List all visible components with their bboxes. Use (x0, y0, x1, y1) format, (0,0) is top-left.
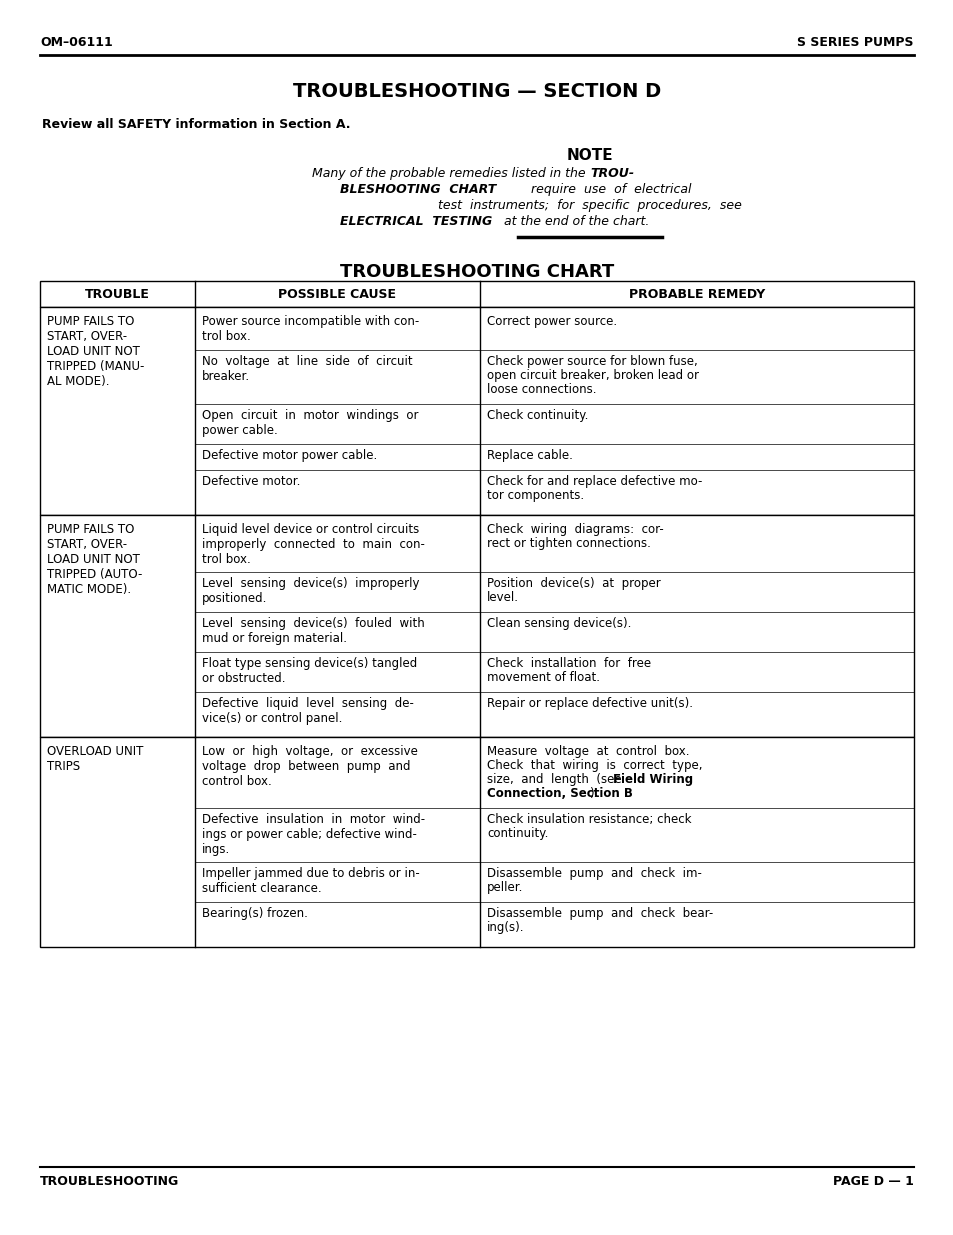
Text: loose connections.: loose connections. (486, 383, 596, 396)
Text: Field Wiring: Field Wiring (613, 773, 693, 785)
Text: Check  wiring  diagrams:  cor-: Check wiring diagrams: cor- (486, 522, 663, 536)
Text: Liquid level device or control circuits
improperly  connected  to  main  con-
tr: Liquid level device or control circuits … (202, 522, 424, 566)
Bar (40, 308, 913, 515)
Text: Low  or  high  voltage,  or  excessive
voltage  drop  between  pump  and
control: Low or high voltage, or excessive voltag… (202, 745, 417, 788)
Text: PUMP FAILS TO
START, OVER-
LOAD UNIT NOT
TRIPPED (AUTO-
MATIC MODE).: PUMP FAILS TO START, OVER- LOAD UNIT NOT… (47, 522, 142, 597)
Text: TROUBLESHOOTING CHART: TROUBLESHOOTING CHART (339, 263, 614, 282)
Text: BLESHOOTING  CHART: BLESHOOTING CHART (339, 183, 496, 196)
Text: Bearing(s) frozen.: Bearing(s) frozen. (202, 906, 308, 920)
Text: at the end of the chart.: at the end of the chart. (499, 215, 649, 228)
Text: Replace cable.: Replace cable. (486, 450, 572, 462)
Text: ).: ). (588, 787, 597, 800)
Text: open circuit breaker, broken lead or: open circuit breaker, broken lead or (486, 369, 699, 382)
Text: NOTE: NOTE (566, 148, 613, 163)
Text: Open  circuit  in  motor  windings  or
power cable.: Open circuit in motor windings or power … (202, 409, 418, 437)
Text: peller.: peller. (486, 881, 523, 894)
Text: TROU-: TROU- (589, 167, 634, 180)
Text: OVERLOAD UNIT
TRIPS: OVERLOAD UNIT TRIPS (47, 745, 143, 773)
Text: movement of float.: movement of float. (486, 671, 599, 684)
Text: tor components.: tor components. (486, 489, 583, 501)
Text: ing(s).: ing(s). (486, 921, 524, 934)
Text: Position  device(s)  at  proper: Position device(s) at proper (486, 577, 660, 590)
Text: Review all SAFETY information in Section A.: Review all SAFETY information in Section… (42, 119, 350, 131)
Text: Check insulation resistance; check: Check insulation resistance; check (486, 813, 691, 826)
Text: PUMP FAILS TO
START, OVER-
LOAD UNIT NOT
TRIPPED (MANU-
AL MODE).: PUMP FAILS TO START, OVER- LOAD UNIT NOT… (47, 315, 144, 388)
Text: Measure  voltage  at  control  box.: Measure voltage at control box. (486, 745, 689, 758)
Text: Float type sensing device(s) tangled
or obstructed.: Float type sensing device(s) tangled or … (202, 657, 416, 685)
Text: Defective  insulation  in  motor  wind-
ings or power cable; defective wind-
ing: Defective insulation in motor wind- ings… (202, 813, 425, 856)
Text: test  instruments;  for  specific  procedures,  see: test instruments; for specific procedure… (437, 199, 741, 212)
Text: TROUBLE: TROUBLE (85, 288, 150, 300)
Bar (40, 515, 913, 737)
Text: TROUBLESHOOTING: TROUBLESHOOTING (40, 1174, 179, 1188)
Text: Repair or replace defective unit(s).: Repair or replace defective unit(s). (486, 697, 692, 710)
Text: Defective motor.: Defective motor. (202, 475, 300, 488)
Text: require  use  of  electrical: require use of electrical (526, 183, 691, 196)
Text: Check continuity.: Check continuity. (486, 409, 588, 422)
Text: Check  installation  for  free: Check installation for free (486, 657, 651, 671)
Text: continuity.: continuity. (486, 827, 548, 840)
Text: OM–06111: OM–06111 (40, 36, 112, 49)
Text: PAGE D — 1: PAGE D — 1 (832, 1174, 913, 1188)
Text: Check  that  wiring  is  correct  type,: Check that wiring is correct type, (486, 760, 701, 772)
Text: Power source incompatible with con-
trol box.: Power source incompatible with con- trol… (202, 315, 418, 343)
Text: Check for and replace defective mo-: Check for and replace defective mo- (486, 475, 701, 488)
Text: Many of the probable remedies listed in the: Many of the probable remedies listed in … (312, 167, 589, 180)
Bar (40, 737, 913, 947)
Text: Clean sensing device(s).: Clean sensing device(s). (486, 618, 631, 630)
Text: TROUBLESHOOTING — SECTION D: TROUBLESHOOTING — SECTION D (293, 82, 660, 101)
Text: S SERIES PUMPS: S SERIES PUMPS (797, 36, 913, 49)
Text: Disassemble  pump  and  check  im-: Disassemble pump and check im- (486, 867, 701, 881)
Text: Correct power source.: Correct power source. (486, 315, 617, 329)
Text: Level  sensing  device(s)  fouled  with
mud or foreign material.: Level sensing device(s) fouled with mud … (202, 618, 424, 645)
Text: rect or tighten connections.: rect or tighten connections. (486, 537, 650, 550)
Text: ELECTRICAL  TESTING: ELECTRICAL TESTING (339, 215, 492, 228)
Text: Check power source for blown fuse,: Check power source for blown fuse, (486, 354, 697, 368)
Text: POSSIBLE CAUSE: POSSIBLE CAUSE (278, 288, 396, 300)
Text: Level  sensing  device(s)  improperly
positioned.: Level sensing device(s) improperly posit… (202, 577, 419, 605)
Text: Disassemble  pump  and  check  bear-: Disassemble pump and check bear- (486, 906, 713, 920)
Text: Impeller jammed due to debris or in-
sufficient clearance.: Impeller jammed due to debris or in- suf… (202, 867, 419, 895)
Text: Defective motor power cable.: Defective motor power cable. (202, 450, 376, 462)
Text: PROBABLE REMEDY: PROBABLE REMEDY (628, 288, 764, 300)
Text: level.: level. (486, 592, 518, 604)
Bar (40, 282, 913, 308)
Text: Connection, Section B: Connection, Section B (486, 787, 632, 800)
Text: Defective  liquid  level  sensing  de-
vice(s) or control panel.: Defective liquid level sensing de- vice(… (202, 697, 414, 725)
Text: size,  and  length  (see: size, and length (see (486, 773, 628, 785)
Text: No  voltage  at  line  side  of  circuit
breaker.: No voltage at line side of circuit break… (202, 354, 413, 383)
